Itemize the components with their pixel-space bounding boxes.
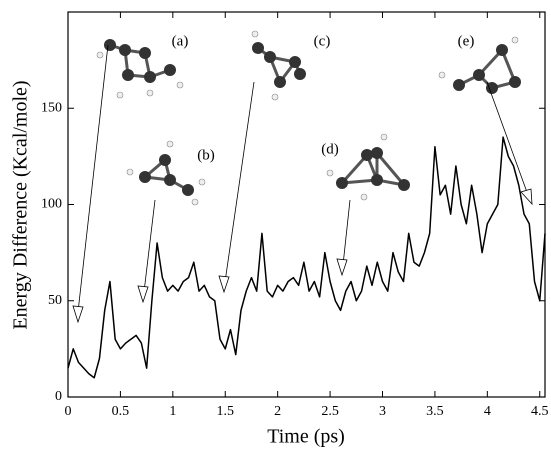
annotation: (a) [172,33,189,49]
x-axis-label: Time (ps) [267,426,345,448]
y-tick-label: 50 [48,293,62,308]
annotation: (c) [314,33,331,49]
molecule-d [326,133,410,201]
arrows [72,44,533,324]
annotation: (e) [458,33,475,49]
molecule-b [126,140,206,206]
data-line [67,136,546,379]
y-axis-label: Energy Difference (Kcal/mole) [10,80,32,329]
x-tick-label: 0.5 [112,404,130,419]
x-tick-label: 3.5 [426,404,444,419]
y-tick-label: 0 [55,389,62,404]
x-tick-label: 1.5 [217,404,235,419]
x-tick-label: 1 [169,404,176,419]
annotation: (d) [321,141,339,157]
molecules [96,30,521,206]
x-tick-label: 2.5 [321,404,339,419]
x-tick-label: 3 [379,404,386,419]
annotation: (b) [197,147,215,163]
molecule-e [438,36,521,94]
molecule-a [96,39,184,99]
x-tick-label: 2 [274,404,281,419]
x-tick-label: 0 [65,404,72,419]
y-tick-label: 100 [41,197,62,212]
y-tick-label: 150 [41,100,62,115]
x-tick-label: 4 [484,404,491,419]
molecule-c [251,30,306,101]
x-tick-label: 4.5 [531,404,549,419]
